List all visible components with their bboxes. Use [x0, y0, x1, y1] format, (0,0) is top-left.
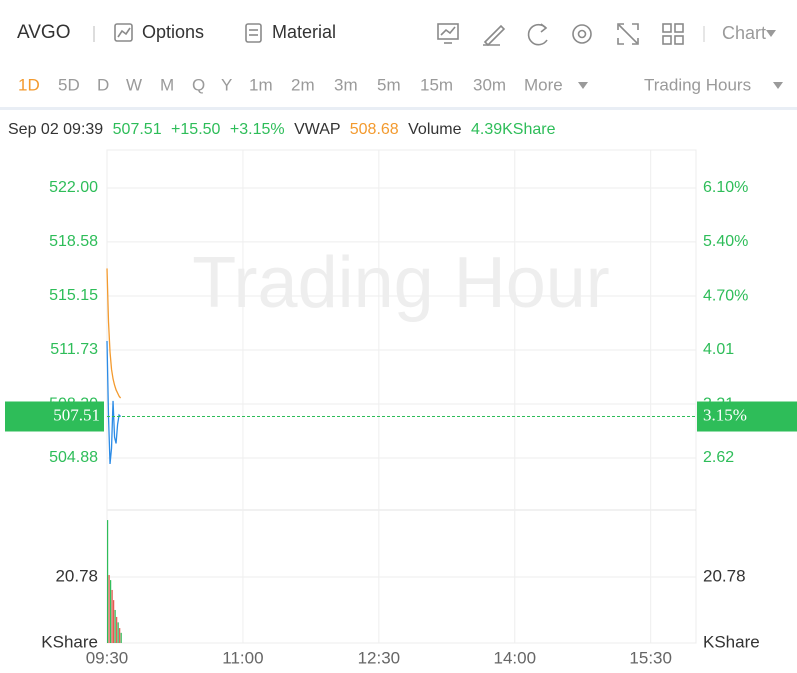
y2-tick-label: KShare: [703, 632, 760, 651]
y-tick-label: 515.15: [49, 287, 98, 304]
dropdown-arrow: [766, 30, 776, 37]
price-line: [106, 340, 122, 465]
period-tab[interactable]: 3m: [334, 75, 358, 94]
y-tick-label: KShare: [41, 632, 98, 651]
symbol[interactable]: AVGO: [17, 22, 71, 43]
dropdown-arrow: [578, 82, 588, 89]
period-tab[interactable]: 15m: [420, 75, 453, 94]
y-tick-label: 504.88: [49, 449, 98, 466]
vwap-label: VWAP: [294, 121, 340, 138]
x-tick-label: 09:30: [86, 648, 129, 667]
quote-line: Sep 02 09:39 507.51 +15.50 +3.15% VWAP 5…: [8, 121, 556, 138]
volume-bar: [108, 575, 110, 643]
volume-bar: [113, 600, 115, 643]
indicator-icon[interactable]: [437, 23, 459, 44]
x-tick-label: 15:30: [629, 648, 672, 667]
y-tick-label: 20.78: [55, 566, 98, 585]
last-pct-box: [697, 401, 797, 432]
period-bar: 1D 5D D W M Q Y 1m 2m 3m 5m 15m 30m: [18, 75, 506, 94]
volume-bar: [114, 609, 116, 643]
volume-bar: [111, 589, 113, 643]
y2-tick-label: 6.10%: [703, 179, 748, 196]
options-button[interactable]: Options: [142, 22, 204, 42]
y2-tick-label: 20.78: [703, 566, 746, 585]
fullscreen-icon[interactable]: [617, 23, 639, 45]
y2-tick-label: 2.62: [703, 449, 734, 466]
settings-icon[interactable]: [572, 24, 592, 44]
quote-change: +15.50: [171, 121, 220, 138]
volume-bar: [117, 622, 119, 643]
options-icon[interactable]: [114, 23, 133, 42]
watermark: Trading Hour: [192, 243, 610, 323]
period-tab[interactable]: D: [97, 75, 109, 94]
period-tab[interactable]: M: [160, 75, 174, 94]
y2-tick-label: 4.01: [703, 341, 734, 358]
y-tick-label: 511.73: [50, 341, 98, 358]
period-tab[interactable]: 30m: [473, 75, 506, 94]
period-tab[interactable]: 5D: [58, 75, 80, 94]
volume-bar: [116, 616, 118, 643]
y-tick-label: 522.00: [49, 179, 98, 196]
period-tab[interactable]: Y: [221, 75, 232, 94]
period-tab[interactable]: 1m: [249, 75, 273, 94]
layout-icon[interactable]: [662, 23, 684, 45]
last-pct-label: 3.15%: [703, 405, 747, 424]
y-tick-label: 518.58: [49, 233, 98, 250]
grid: [106, 150, 696, 643]
volume-bar: [120, 632, 122, 643]
x-tick-label: 12:30: [358, 648, 401, 667]
more-menu[interactable]: More: [524, 75, 563, 94]
price-line: [106, 268, 122, 399]
material-button[interactable]: Material: [272, 22, 336, 42]
volume-bar: [107, 520, 109, 643]
quote-price: 507.51: [113, 121, 162, 138]
volume-bar: [119, 628, 121, 643]
quote-change-pct: +3.15%: [230, 121, 285, 138]
plot: 522.00518.58515.15511.73508.30504.886.10…: [5, 179, 797, 667]
y2-tick-label: 4.70%: [703, 287, 748, 304]
period-tab[interactable]: 5m: [377, 75, 401, 94]
chart-menu[interactable]: Chart: [722, 23, 766, 43]
last-price-label: 507.51: [53, 405, 100, 424]
volume-bar: [110, 580, 112, 643]
period-tab[interactable]: Q: [192, 75, 205, 94]
quote-time: Sep 02 09:39: [8, 121, 103, 138]
x-tick-label: 11:00: [222, 648, 263, 667]
last-price-box: [5, 401, 104, 432]
volume-value: 4.39KShare: [471, 121, 556, 138]
period-tab[interactable]: 2m: [291, 75, 315, 94]
trading-hours-menu[interactable]: Trading Hours: [644, 75, 751, 94]
draw-icon[interactable]: [483, 24, 506, 47]
period-tab[interactable]: W: [126, 75, 142, 94]
divider: [0, 107, 797, 110]
volume-label: Volume: [408, 121, 461, 138]
refresh-icon[interactable]: [527, 23, 548, 46]
material-icon[interactable]: [245, 23, 262, 43]
vwap-value: 508.68: [350, 121, 399, 138]
x-tick-label: 14:00: [493, 648, 536, 667]
period-tab[interactable]: 1D: [18, 75, 40, 94]
y2-tick-label: 5.40%: [703, 233, 748, 250]
dropdown-arrow: [773, 82, 783, 89]
